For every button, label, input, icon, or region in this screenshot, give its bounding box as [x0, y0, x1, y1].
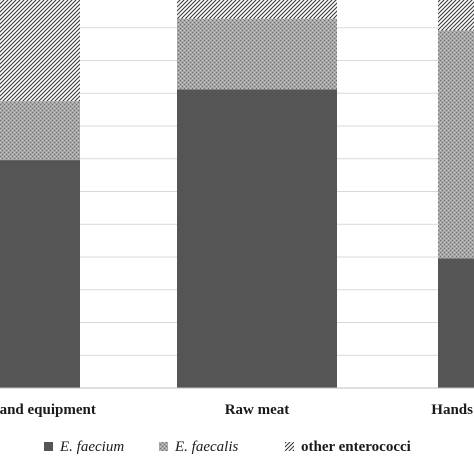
legend-label: E. faecalis [174, 439, 238, 455]
legend-swatch [285, 442, 294, 451]
bar-segment [177, 18, 337, 90]
category-label: s and equipment [0, 402, 96, 418]
bar-segment [0, 160, 80, 388]
legend-swatch [159, 442, 168, 451]
bars [0, 0, 474, 389]
category-label: Hands [431, 402, 473, 418]
legend: E. faecium E. faecalis other enterococci [44, 439, 411, 455]
category-labels: s and equipment Raw meat Hands [0, 402, 473, 418]
bar-segment [177, 0, 337, 19]
bar-segment [438, 258, 474, 388]
bar-segment [0, 101, 80, 160]
bar-segment [177, 89, 337, 389]
legend-label: E. faecium [59, 439, 124, 455]
legend-label: other enterococci [301, 439, 411, 455]
category-label: Raw meat [225, 402, 290, 418]
bar-segment [438, 0, 474, 31]
legend-swatch [44, 442, 53, 451]
bar-segment [0, 0, 80, 102]
bar-segment [438, 30, 474, 259]
